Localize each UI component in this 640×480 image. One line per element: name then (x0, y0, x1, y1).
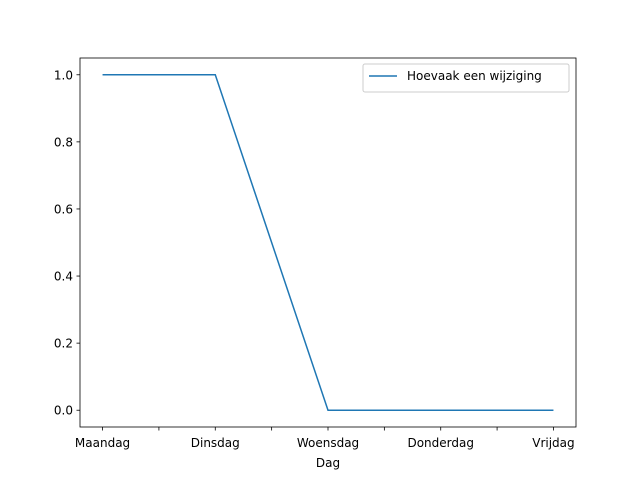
x-axis-title: Dag (316, 456, 340, 470)
y-tick-label: 1.0 (54, 68, 73, 82)
y-tick-label: 0.8 (54, 135, 73, 149)
series-line (102, 74, 554, 411)
x-tick-label: Maandag (75, 436, 130, 450)
plot-area-frame (79, 57, 577, 428)
y-tick-label: 0.2 (54, 337, 73, 351)
y-tick-label: 0.4 (54, 270, 73, 284)
y-axis-ticks: 0.0 0.2 0.4 0.6 0.8 1.0 (54, 68, 80, 418)
legend-box (362, 63, 570, 93)
x-tick-label: Woensdag (297, 436, 359, 450)
x-tick-label: Dinsdag (191, 436, 240, 450)
legend: Hoevaak een wijziging (362, 63, 570, 93)
legend-label: Hoevaak een wijziging (407, 69, 542, 83)
x-axis-ticks: Maandag Dinsdag Woensdag Donderdag Vrijdag (75, 427, 575, 450)
y-tick-label: 0.0 (54, 404, 73, 418)
y-tick-label: 0.6 (54, 202, 73, 216)
x-tick-label: Donderdag (407, 436, 474, 450)
x-tick-label: Vrijdag (532, 436, 574, 450)
